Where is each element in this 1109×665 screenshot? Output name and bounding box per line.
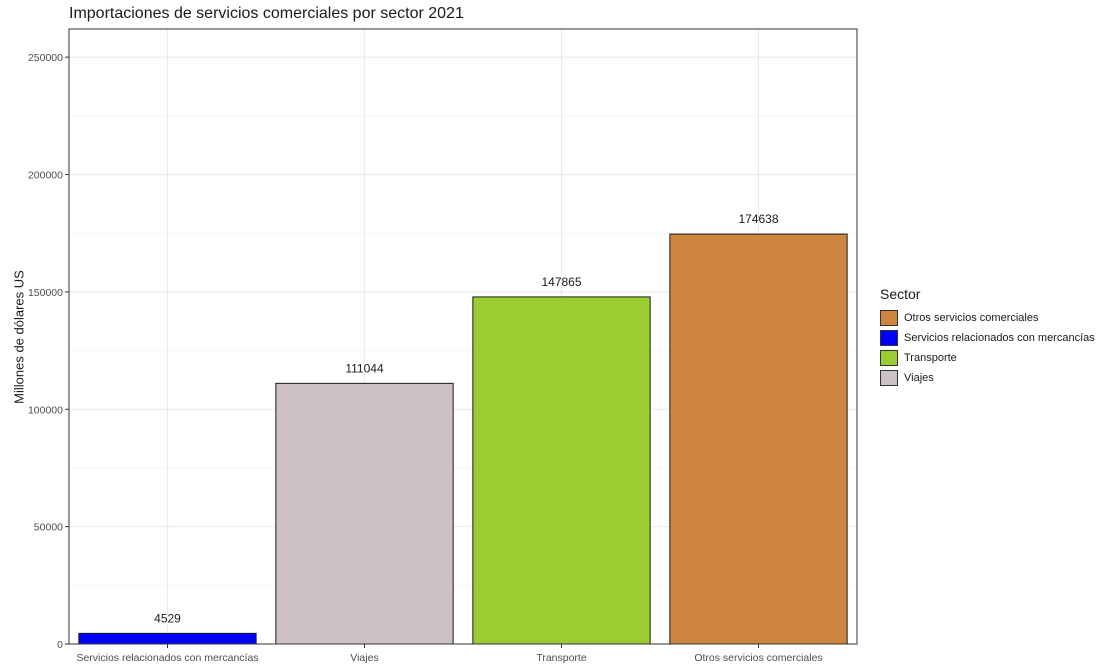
bar [78,632,257,645]
y-tick-label: 250000 [28,52,63,64]
legend-label: Otros servicios comerciales [904,312,1039,324]
y-tick-label: 50000 [34,522,63,534]
plot-panel-border [68,28,858,645]
legend-label: Servicios relacionados con mercancías [904,332,1095,344]
y-tick-label: 150000 [28,287,63,299]
legend-label: Transporte [904,352,957,364]
bar [275,382,454,645]
y-tick-label: 200000 [28,170,63,182]
legend-key [880,350,898,366]
legend-label: Viajes [904,372,934,384]
y-tick-label: 100000 [28,404,63,416]
legend-item: Servicios relacionados con mercancías [880,328,1095,348]
chart-title: Importaciones de servicios comerciales p… [69,5,464,22]
data-label: 4529 [154,611,181,625]
x-tick-label: Transporte [536,652,587,664]
legend-key [880,330,898,346]
x-tick-label: Viajes [350,652,378,664]
x-tick-label: Otros servicios comerciales [694,652,822,664]
legend-item: Viajes [880,368,1095,388]
legend-key [880,370,898,386]
legend-key [880,310,898,326]
data-label: 111044 [345,361,384,375]
legend-item: Transporte [880,348,1095,368]
legend: Sector Otros servicios comerciales Servi… [880,286,1095,388]
legend-item: Otros servicios comerciales [880,308,1095,328]
bar [472,296,651,645]
legend-title: Sector [880,286,921,302]
y-tick-label: 0 [57,639,63,651]
x-tick-label: Servicios relacionados con mercancías [76,652,258,664]
data-label: 147865 [541,275,581,289]
bar [669,233,848,645]
data-label: 174638 [738,212,778,226]
